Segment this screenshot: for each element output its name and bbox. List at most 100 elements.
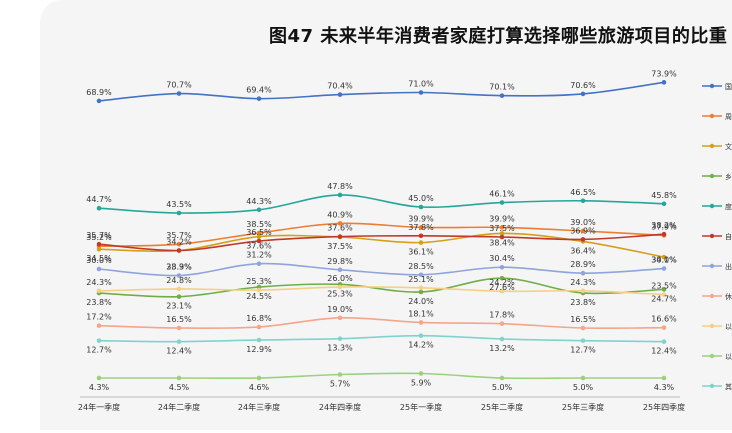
- data-point: [499, 264, 505, 270]
- data-point: [96, 266, 102, 272]
- data-point: [176, 325, 182, 331]
- data-label: 70.6%: [570, 81, 596, 90]
- legend-label: 文: [725, 142, 732, 151]
- data-point: [499, 93, 505, 98]
- data-point: [661, 325, 667, 330]
- legend-label: 以: [725, 323, 732, 331]
- data-label: 4.5%: [169, 383, 190, 392]
- data-label: 39.9%: [489, 214, 515, 223]
- legend-marker: [709, 263, 715, 269]
- legend-marker: [709, 233, 715, 239]
- x-tick-label: 25年一季度: [400, 402, 442, 412]
- data-point: [96, 205, 102, 211]
- data-label: 28.9%: [570, 260, 596, 269]
- x-tick-label: 25年三季度: [562, 402, 604, 412]
- data-point: [96, 338, 102, 343]
- data-label: 37.6%: [327, 224, 353, 233]
- legend-label: 乡: [725, 173, 732, 181]
- data-point: [337, 267, 343, 273]
- data-point: [499, 288, 505, 294]
- data-point: [661, 287, 667, 292]
- data-label: 35.7%: [86, 231, 112, 240]
- data-point: [418, 285, 424, 291]
- data-point: [661, 80, 667, 85]
- data-point: [176, 273, 182, 278]
- series-line: [98, 277, 665, 298]
- x-tick-label: 24年一季度: [78, 402, 120, 412]
- data-label: 4.6%: [249, 383, 270, 392]
- data-label: 12.9%: [246, 345, 272, 354]
- data-point: [661, 254, 667, 260]
- data-label: 12.7%: [86, 346, 112, 355]
- legend-label: 出: [725, 262, 732, 271]
- data-label: 71.0%: [408, 80, 434, 89]
- data-label: 5.7%: [330, 380, 351, 389]
- data-point: [176, 286, 182, 292]
- data-point: [176, 241, 182, 247]
- data-label: 31.2%: [246, 251, 272, 260]
- data-point: [580, 228, 586, 234]
- data-point: [256, 375, 262, 381]
- data-label: 33.9%: [166, 263, 192, 272]
- data-point: [580, 237, 586, 242]
- data-label: 24.5%: [246, 292, 272, 301]
- data-label: 16.5%: [166, 315, 192, 324]
- data-label: 24.3%: [86, 278, 112, 287]
- data-point: [256, 234, 262, 239]
- legend-marker: [709, 83, 715, 89]
- x-tick-label: 25年四季度: [643, 402, 685, 412]
- data-label: 17.2%: [86, 313, 112, 322]
- data-point: [499, 225, 505, 230]
- legend-label: 以: [725, 353, 732, 361]
- data-point: [499, 234, 505, 240]
- data-label: 5.9%: [411, 379, 432, 388]
- data-label: 47.8%: [327, 182, 353, 191]
- data-point: [256, 238, 262, 244]
- series-line: [98, 262, 665, 277]
- data-point: [661, 375, 667, 381]
- data-label: 39.9%: [408, 214, 434, 223]
- data-label: 23.8%: [570, 298, 596, 307]
- data-point: [256, 261, 262, 267]
- data-label: 25.1%: [408, 275, 434, 284]
- data-label: 40.9%: [327, 210, 353, 219]
- data-point: [337, 192, 343, 198]
- data-label: 19.0%: [327, 305, 353, 314]
- data-label: 44.7%: [86, 195, 112, 204]
- data-point: [176, 375, 182, 381]
- data-point: [661, 339, 667, 344]
- legend-marker: [709, 323, 715, 329]
- data-point: [96, 323, 102, 328]
- legend-marker: [709, 143, 715, 149]
- data-label: 38.4%: [489, 238, 515, 247]
- chart-title: 图47 未来半年消费者家庭打算选择哪些旅游项目的比重: [269, 26, 728, 47]
- data-label: 35.2%: [86, 233, 112, 242]
- data-point: [96, 375, 102, 381]
- data-point: [418, 233, 424, 239]
- series-line: [98, 194, 665, 214]
- data-point: [176, 91, 182, 96]
- data-label: 46.5%: [570, 188, 596, 197]
- series-line: [98, 81, 665, 102]
- data-point: [418, 320, 424, 325]
- data-label: 13.3%: [327, 344, 353, 353]
- series-line: [98, 232, 665, 258]
- data-label: 30.0%: [86, 256, 112, 265]
- data-point: [499, 321, 505, 326]
- data-point: [661, 292, 667, 297]
- data-label: 23.5%: [651, 282, 677, 291]
- data-label: 4.3%: [654, 383, 675, 392]
- data-label: 14.2%: [408, 341, 434, 350]
- data-label: 25.3%: [246, 277, 272, 286]
- data-label: 37.5%: [327, 242, 353, 251]
- data-point: [580, 198, 586, 204]
- data-point: [580, 270, 586, 276]
- data-point: [661, 201, 667, 207]
- data-point: [256, 207, 262, 213]
- data-point: [256, 230, 262, 236]
- data-point: [176, 248, 182, 253]
- x-tick-label: 24年四季度: [319, 402, 361, 412]
- data-point: [337, 284, 343, 290]
- data-point: [418, 240, 424, 245]
- data-point: [418, 333, 424, 338]
